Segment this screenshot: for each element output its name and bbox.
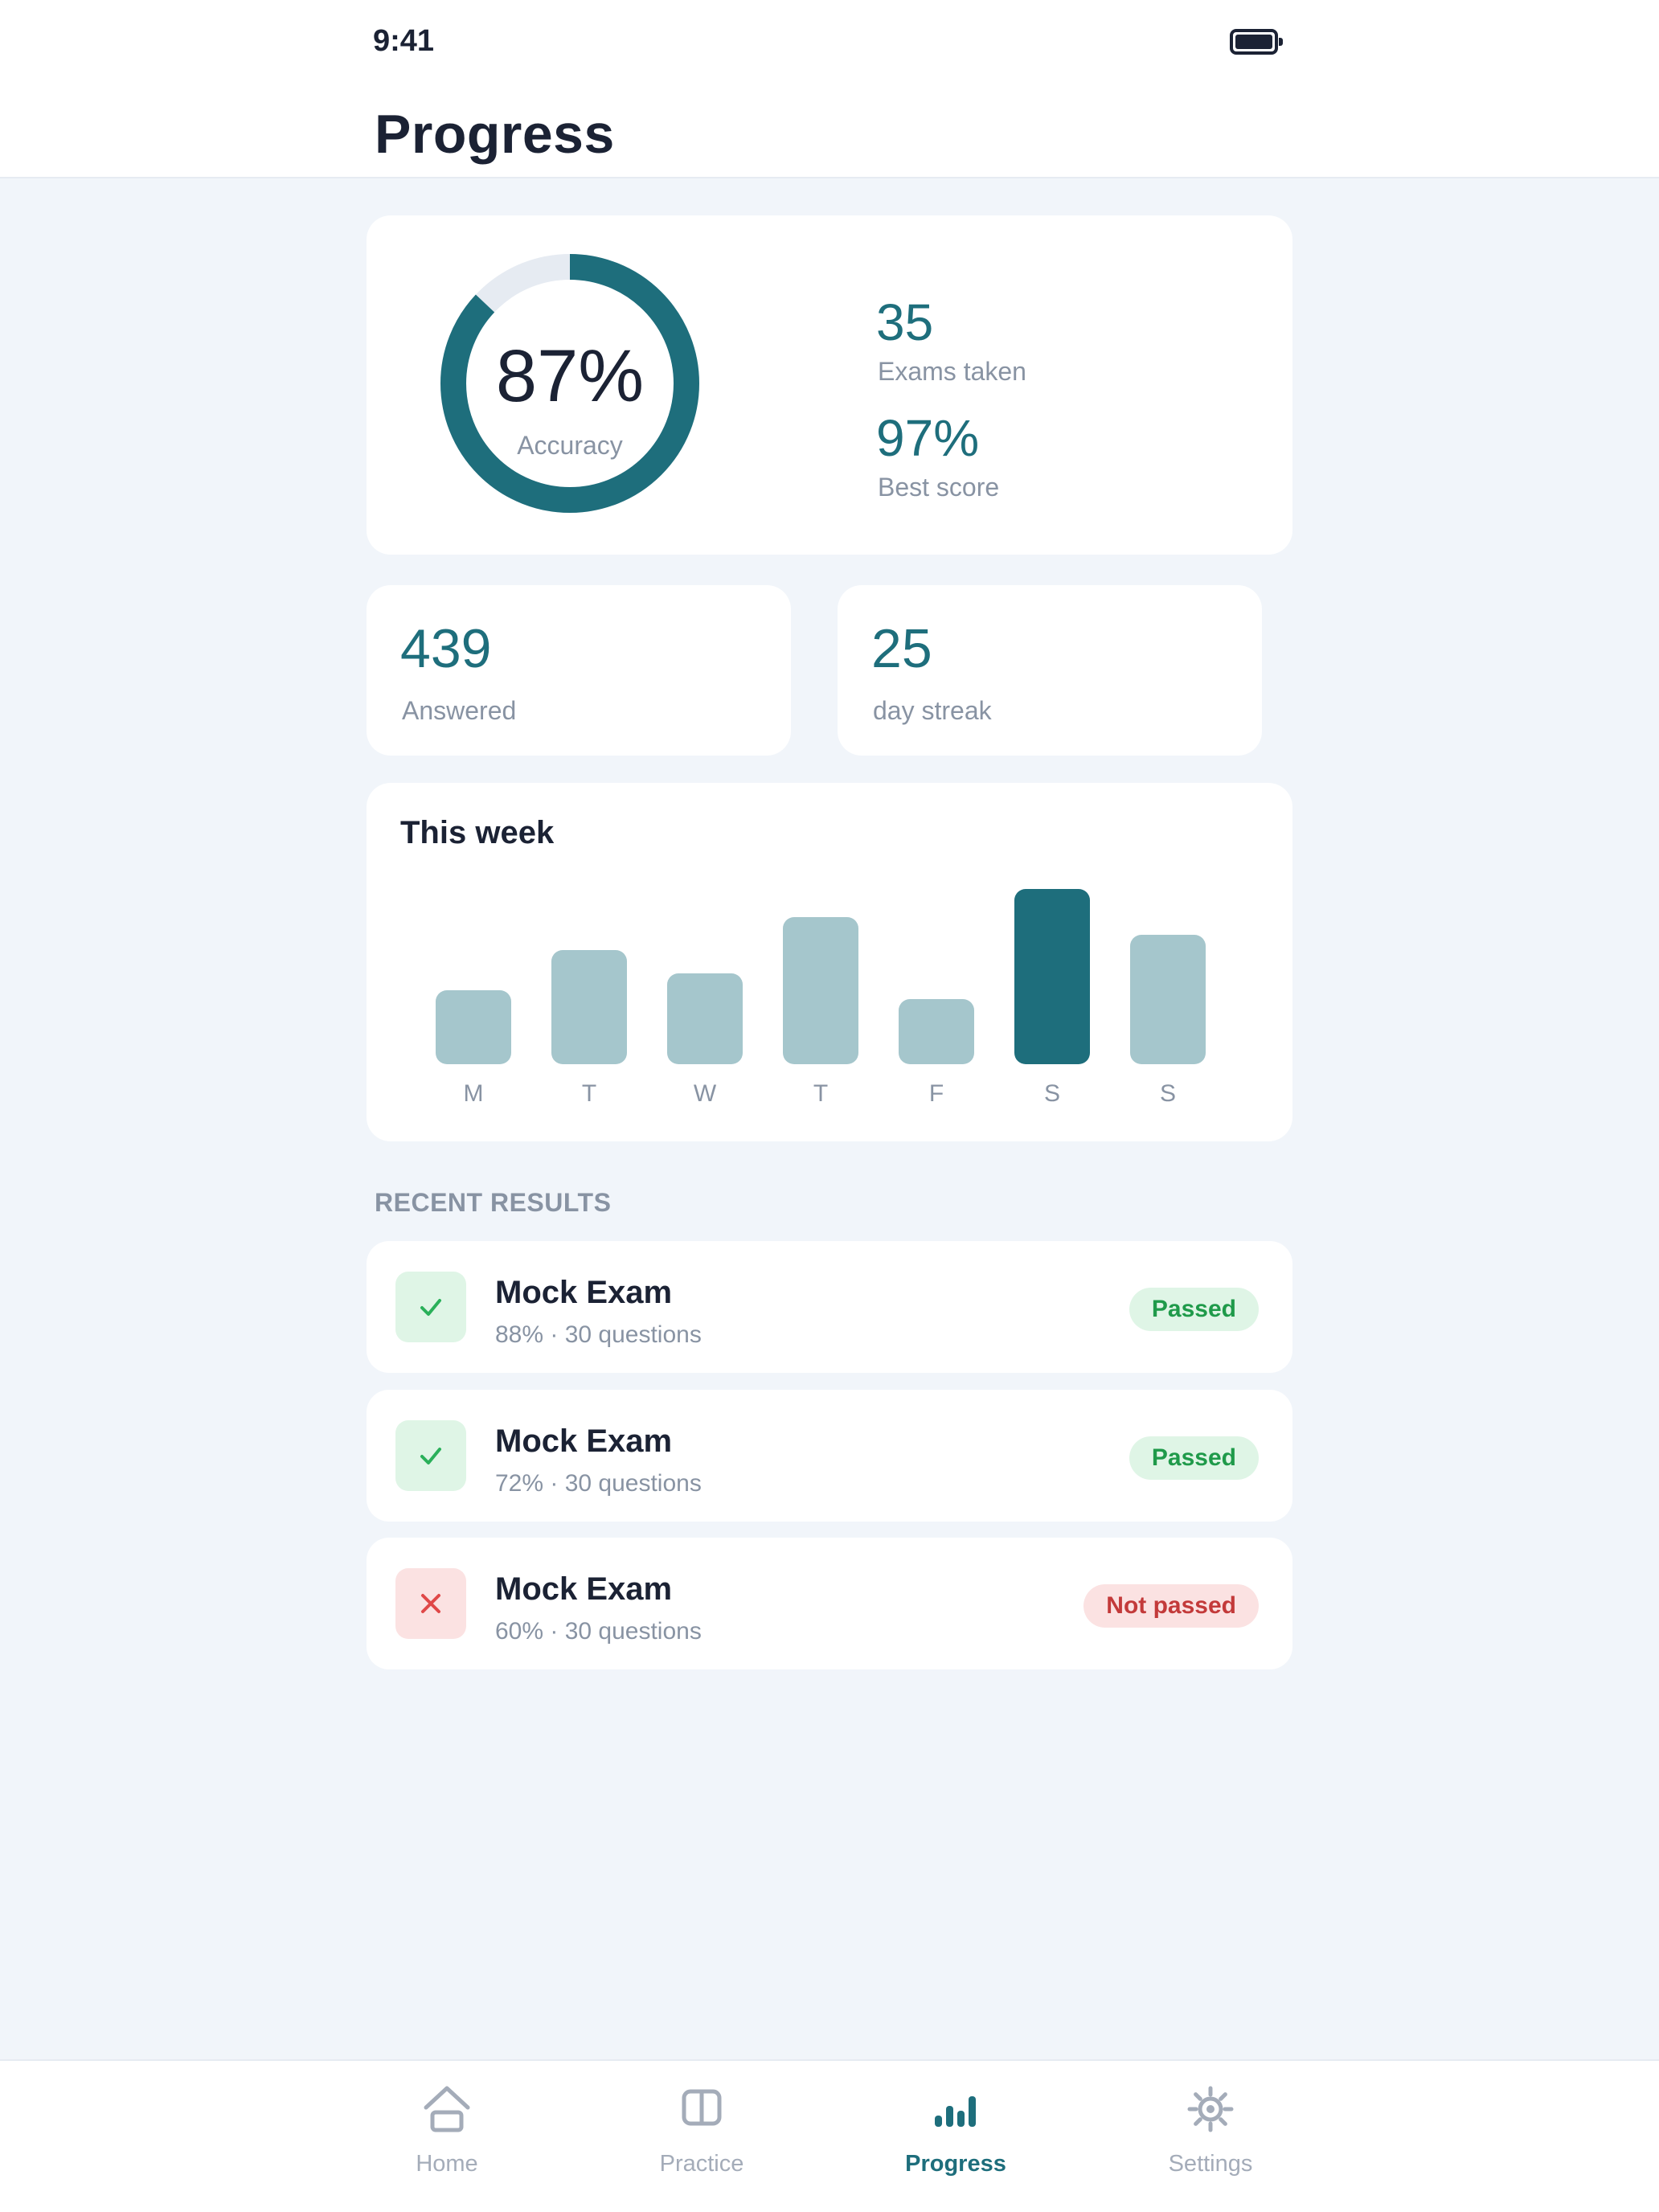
tab-practice-label: Practice [659,2151,744,2177]
status-badge: Passed [1129,1436,1259,1480]
result-title: Mock Exam [495,1275,673,1310]
day-label: F [928,1080,944,1107]
bar-s-6 [1130,935,1206,1064]
exams-taken-value: 35 [876,293,934,351]
tab-home[interactable]: Home [358,2061,535,2212]
accuracy-ring-progress [440,254,699,513]
status-badge: Passed [1129,1288,1259,1331]
streak-value: 25 [871,618,932,679]
recent-results-heading: RECENT RESULTS [375,1188,612,1217]
best-score-value: 97% [876,409,980,467]
bar-s-5 [1014,889,1090,1064]
header: 9:41 Progress [0,0,1659,178]
gear-icon [1187,2086,1234,2132]
close-icon [395,1568,466,1639]
book-icon [682,2089,722,2126]
result-item[interactable]: Mock Exam 88% · 30 questions Passed [367,1241,1292,1373]
answered-value: 439 [400,618,492,679]
result-item[interactable]: Mock Exam 60% · 30 questions Not passed [367,1538,1292,1669]
bar-f-4 [899,999,974,1064]
tab-bar: Home Practice Progress Settings [0,2059,1659,2212]
exams-taken-label: Exams taken [878,357,1026,386]
tab-practice[interactable]: Practice [613,2061,790,2212]
tab-settings[interactable]: Settings [1122,2061,1299,2212]
answered-card: 439 Answered [367,585,791,756]
tab-progress-label: Progress [905,2151,1006,2177]
answered-label: Answered [402,696,517,725]
accuracy-summary-card: 87% Accuracy 35 Exams taken 97% Best sco… [367,215,1292,555]
battery-icon [1230,29,1283,55]
status-time: 9:41 [373,24,435,58]
bar-t-1 [551,950,627,1064]
weekly-chart-title: This week [400,815,555,850]
result-title: Mock Exam [495,1423,673,1459]
accuracy-label: Accuracy [517,431,623,460]
tab-home-label: Home [416,2151,478,2177]
tab-progress[interactable]: Progress [867,2061,1044,2212]
accuracy-ring [440,254,699,513]
bar-m-0 [436,990,511,1064]
tab-settings-label: Settings [1168,2151,1253,2177]
check-icon [395,1272,466,1342]
streak-card: 25 day streak [838,585,1262,756]
result-item[interactable]: Mock Exam 72% · 30 questions Passed [367,1390,1292,1522]
result-subtitle: 72% · 30 questions [495,1470,702,1497]
day-label: T [813,1080,829,1107]
accuracy-value: 87% [495,335,645,417]
day-label: M [463,1080,484,1107]
status-badge: Not passed [1083,1584,1259,1628]
day-label: S [1043,1080,1060,1107]
page-title: Progress [375,104,615,165]
home-icon [424,2086,470,2132]
day-label: S [1159,1080,1176,1107]
bar-t-3 [783,917,858,1064]
streak-label: day streak [873,696,992,725]
weekly-chart-card: This week M T W T F S S [367,783,1292,1141]
bar-w-2 [667,973,743,1064]
day-label: T [581,1080,597,1107]
result-title: Mock Exam [495,1571,673,1607]
result-subtitle: 88% · 30 questions [495,1321,702,1348]
check-icon [395,1420,466,1491]
bar-chart-icon [935,2096,976,2127]
best-score-label: Best score [878,473,1000,502]
result-subtitle: 60% · 30 questions [495,1618,702,1645]
day-label: W [693,1080,717,1107]
